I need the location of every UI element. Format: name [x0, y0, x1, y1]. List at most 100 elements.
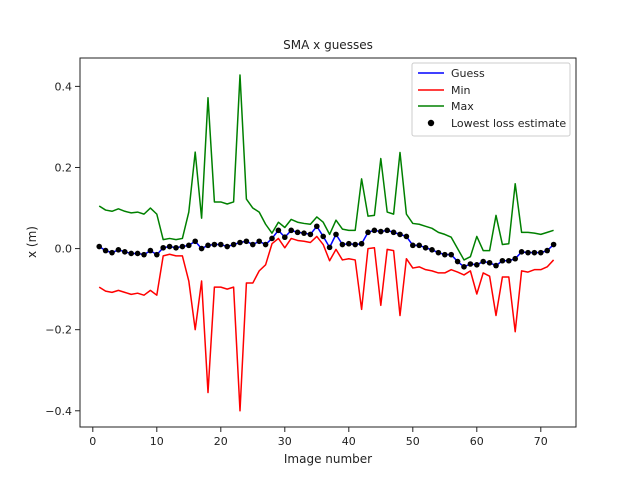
lowest-loss-point	[186, 242, 192, 249]
lowest-loss-point	[429, 247, 435, 253]
lowest-loss-point	[352, 241, 359, 248]
lowest-loss-point	[384, 227, 391, 234]
chart-title: SMA x guesses	[283, 38, 373, 52]
y-tick-label: 0.0	[55, 243, 73, 256]
lowest-loss-point	[250, 241, 256, 248]
legend-label-guess: Guess	[451, 67, 485, 80]
points-layer	[96, 223, 557, 270]
lowest-loss-point	[416, 242, 423, 249]
lowest-loss-point	[269, 235, 275, 242]
lowest-loss-point	[448, 251, 455, 258]
x-tick-label: 60	[470, 435, 484, 448]
lowest-loss-point	[467, 261, 474, 267]
lowest-loss-point	[154, 251, 160, 258]
lowest-loss-point	[288, 227, 295, 234]
legend: Guess Min Max Lowest loss estimate	[411, 62, 571, 137]
lowest-loss-point	[314, 223, 320, 230]
lowest-loss-point	[307, 231, 314, 238]
lowest-loss-point	[224, 243, 230, 250]
lowest-loss-point	[173, 244, 179, 251]
lowest-loss-point	[102, 247, 109, 254]
x-tick-label: 10	[150, 435, 164, 448]
x-tick-label: 20	[214, 435, 228, 448]
y-axis: −0.4 −0.2 0.0 0.2 0.4	[45, 80, 80, 418]
lowest-loss-point	[390, 229, 397, 236]
lowest-loss-point	[339, 241, 346, 248]
lowest-loss-point	[211, 241, 218, 248]
lowest-loss-point	[160, 244, 166, 251]
lowest-loss-point	[371, 227, 378, 234]
y-axis-label: x (m)	[25, 226, 39, 258]
lowest-loss-point	[531, 249, 538, 256]
lowest-loss-point	[256, 238, 263, 245]
lowest-loss-point	[454, 258, 461, 265]
x-axis-label: Image number	[284, 452, 372, 466]
lowest-loss-point	[346, 240, 352, 247]
lowest-loss-point	[96, 243, 102, 250]
lowest-loss-point	[134, 250, 141, 257]
lowest-loss-point	[486, 259, 493, 266]
lowest-loss-point	[128, 250, 134, 257]
lowest-loss-point	[320, 233, 327, 240]
lowest-loss-point	[435, 249, 442, 256]
lowest-loss-point	[410, 242, 416, 249]
lowest-loss-point	[237, 239, 243, 246]
lowest-loss-point	[506, 257, 512, 264]
lowest-loss-point	[109, 249, 115, 256]
lowest-loss-point	[243, 238, 250, 245]
y-tick-label: −0.2	[45, 324, 72, 337]
lowest-loss-point	[422, 244, 429, 251]
lowest-loss-point	[365, 229, 371, 236]
lowest-loss-point	[333, 231, 339, 238]
legend-swatch-lowest-loss	[427, 119, 435, 127]
lowest-loss-point	[282, 234, 288, 241]
lowest-loss-point	[550, 241, 557, 248]
legend-box	[411, 62, 571, 137]
y-tick-label: 0.4	[55, 80, 73, 93]
x-tick-label: 30	[278, 435, 292, 448]
lowest-loss-point	[512, 255, 518, 262]
lowest-loss-point	[525, 249, 531, 256]
lowest-loss-point	[461, 264, 467, 270]
legend-label-lowest-loss: Lowest loss estimate	[451, 117, 566, 130]
lowest-loss-point	[141, 251, 147, 258]
lowest-loss-point	[326, 244, 333, 251]
lowest-loss-point	[192, 238, 198, 245]
lowest-loss-point	[198, 245, 205, 252]
lowest-loss-point	[493, 262, 499, 269]
lowest-loss-point	[166, 243, 173, 250]
lowest-loss-point	[115, 247, 122, 253]
x-axis: 0 10 20 30 40 50 60 70	[89, 427, 548, 448]
lowest-loss-point	[544, 247, 550, 254]
lowest-loss-point	[480, 258, 487, 265]
lowest-loss-point	[147, 247, 154, 254]
lowest-loss-point	[230, 241, 237, 248]
lowest-loss-point	[397, 231, 403, 238]
lowest-loss-point	[474, 262, 480, 268]
x-tick-label: 0	[89, 435, 96, 448]
lowest-loss-point	[122, 249, 128, 255]
series-line-min	[98, 235, 555, 412]
lowest-loss-point	[262, 241, 269, 248]
x-tick-label: 70	[534, 435, 548, 448]
y-tick-label: −0.4	[45, 405, 72, 418]
lowest-loss-point	[179, 243, 186, 250]
lowest-loss-point	[538, 249, 544, 256]
lowest-loss-point	[205, 242, 211, 249]
lowest-loss-point	[403, 233, 410, 240]
lowest-loss-point	[301, 230, 307, 236]
lowest-loss-point	[275, 227, 282, 234]
plot-frame	[79, 57, 577, 428]
series-line-max	[98, 74, 554, 261]
lowest-loss-point	[218, 241, 224, 248]
x-tick-label: 40	[342, 435, 356, 448]
x-tick-label: 50	[406, 435, 420, 448]
lowest-loss-point	[294, 229, 301, 236]
lowest-loss-point	[378, 228, 384, 235]
lowest-loss-point	[499, 257, 506, 264]
legend-label-max: Max	[451, 100, 474, 113]
lowest-loss-point	[518, 249, 525, 255]
y-tick-label: 0.2	[55, 161, 73, 174]
lowest-loss-point	[442, 251, 448, 258]
